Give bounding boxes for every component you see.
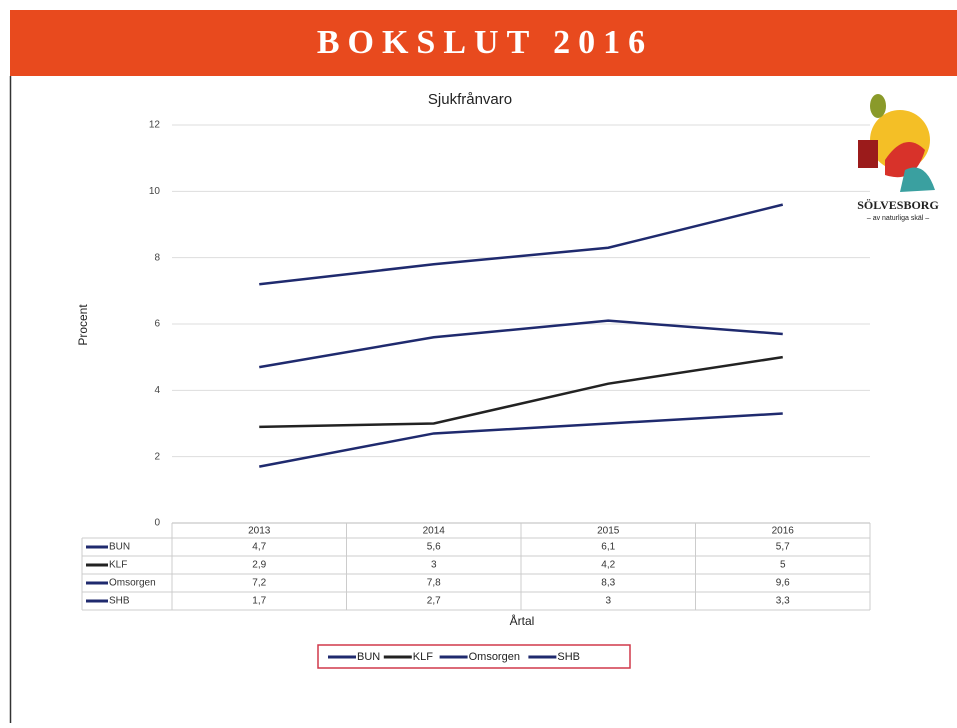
y-tick-label: 8 [154, 252, 160, 263]
table-cell: 2,9 [252, 560, 266, 571]
chart-title: Sjukfrånvaro [428, 91, 512, 108]
legend-label: BUN [357, 651, 380, 663]
x-tick-label: 2014 [423, 526, 446, 537]
header-bar [10, 10, 957, 76]
legend-label: Omsorgen [469, 651, 520, 663]
logo-leaf [870, 94, 886, 118]
table-cell: 1,7 [252, 596, 266, 607]
x-tick-label: 2016 [772, 526, 795, 537]
legend-label: KLF [413, 651, 433, 663]
y-tick-label: 4 [154, 385, 160, 396]
series-line [259, 203, 784, 286]
legend-label: SHB [557, 651, 580, 663]
x-tick-label: 2015 [597, 526, 620, 537]
legend-box [317, 644, 631, 669]
table-cell: 7,2 [252, 578, 266, 589]
table-cell: 5,7 [776, 542, 790, 553]
y-tick-label: 2 [154, 451, 160, 462]
table-cell: 5,6 [427, 542, 441, 553]
series-line [259, 319, 783, 369]
table-cell: 4,2 [601, 560, 615, 571]
table-cell: 3 [431, 560, 437, 571]
y-tick-label: 6 [154, 319, 160, 330]
series-line [259, 355, 783, 429]
x-tick-label: 2013 [248, 526, 271, 537]
table-cell: 4,7 [252, 542, 266, 553]
y-tick-label: 12 [149, 120, 161, 131]
logo-tagline: – av naturliga skäl – [867, 215, 929, 222]
table-cell: 3,3 [776, 596, 790, 607]
x-axis-label: Årtal [510, 613, 535, 628]
y-tick-label: 0 [154, 518, 160, 529]
table-cell: 2,7 [427, 596, 441, 607]
table-cell: 5 [780, 560, 786, 571]
table-cell: 7,8 [427, 578, 441, 589]
table-series-name: Omsorgen [109, 578, 156, 589]
table-series-name: KLF [109, 560, 127, 571]
logo-fish [900, 167, 935, 192]
header-title: BOKSLUT 2016 [317, 24, 653, 61]
table-cell: 8,3 [601, 578, 615, 589]
y-tick-label: 10 [149, 186, 161, 197]
table-cell: 6,1 [601, 542, 615, 553]
table-series-name: SHB [109, 596, 130, 607]
logo-name: SÖLVESBORG [857, 198, 939, 212]
table-series-name: BUN [109, 542, 130, 553]
logo: SÖLVESBORG – av naturliga skäl – [857, 94, 939, 222]
series-line [259, 412, 783, 468]
table-cell: 9,6 [776, 578, 790, 589]
logo-house [858, 140, 878, 168]
y-axis-label: Procent [76, 304, 90, 346]
table-cell: 3 [605, 596, 611, 607]
